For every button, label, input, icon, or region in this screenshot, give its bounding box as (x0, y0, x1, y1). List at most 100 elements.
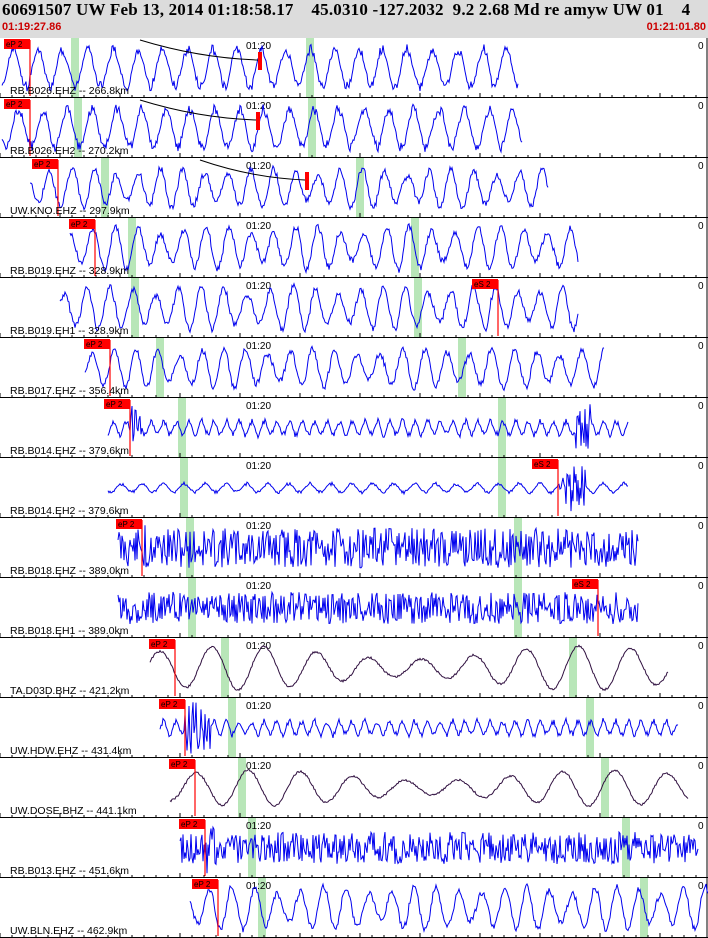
station-channel-label: RB.B026.EH2 -- 270.2km (10, 145, 129, 157)
phase-window-marker (356, 158, 364, 218)
phase-window-marker (458, 338, 466, 398)
phase-window-marker (228, 698, 236, 758)
trace-panel: 01:20 0 eS 2 RB.B019.EH1 -- 328.9km (0, 278, 708, 338)
trace-panel: 01:20 0 eP 2 RB.B026.EHZ -- 266.8km (0, 38, 708, 98)
minute-tick-label: 01:20 (246, 281, 271, 292)
s-pick-label: eS 2 (534, 460, 551, 469)
trace-panel: 01:20 0 eP 2 RB.B017.EHZ -- 356.4km (0, 338, 708, 398)
p-pick-label: eP 2 (118, 520, 135, 529)
minute-tick-label: 01:20 (246, 41, 271, 52)
minute-tick-label: 01:20 (246, 881, 271, 892)
trace-panel: 01:20 0 eP 2 UW.KNO.EHZ -- 297.9km (0, 158, 708, 218)
event-header: 60691507 UW Feb 13, 2014 01:18:58.17 45.… (0, 0, 708, 38)
waveform-trace (149, 644, 669, 692)
phase-window-marker (569, 638, 577, 698)
waveform-trace (159, 702, 679, 754)
p-pick-flag[interactable] (192, 879, 218, 889)
phase-window-marker (156, 338, 164, 398)
station-channel-label: RB.B014.EH2 -- 379.6km (10, 505, 129, 517)
p-pick-flag[interactable] (104, 399, 130, 409)
p-pick-label: eP 2 (181, 820, 198, 829)
zero-amplitude-label: 0 (698, 701, 704, 712)
p-pick-flag[interactable] (4, 99, 30, 109)
waveform-trace (169, 768, 689, 808)
travel-time-curve (199, 159, 306, 181)
station-channel-label: RB.B019.EHZ -- 328.9km (10, 265, 129, 277)
window-end-time: 01:21:01.80 (646, 21, 706, 33)
station-channel-label: RB.B019.EH1 -- 328.9km (10, 325, 129, 337)
trace-panel: 01:20 0 eP 2 RB.B014.EHZ -- 379.6km (0, 398, 708, 458)
minute-tick-label: 01:20 (246, 401, 271, 412)
p-pick-flag[interactable] (169, 759, 195, 769)
p-pick-flag[interactable] (179, 819, 205, 829)
station-channel-label: RB.B014.EHZ -- 379.6km (10, 445, 129, 457)
s-pick-flag[interactable] (472, 279, 498, 289)
zero-amplitude-label: 0 (698, 641, 704, 652)
p-pick-flag[interactable] (4, 39, 30, 49)
zero-amplitude-label: 0 (698, 41, 704, 52)
p-pick-label: eP 2 (6, 40, 23, 49)
waveform-trace (117, 525, 639, 569)
minute-tick-label: 01:20 (246, 821, 271, 832)
zero-amplitude-label: 0 (698, 761, 704, 772)
p-pick-flag[interactable] (84, 339, 110, 349)
phase-window-marker (178, 398, 186, 458)
waveform-trace (59, 282, 579, 334)
p-pick-flag[interactable] (116, 519, 142, 529)
trace-panel: 01:20 0 eS 2 RB.B018.EH1 -- 389.0km (0, 578, 708, 638)
p-pick-label: eP 2 (106, 400, 123, 409)
phase-window-marker (640, 878, 648, 938)
p-pick-label: eP 2 (34, 160, 51, 169)
s-pick-label: eS 2 (474, 280, 491, 289)
trace-panel: 01:20 0 eP 2 UW.HDW.EHZ -- 431.4km (0, 698, 708, 758)
zero-amplitude-label: 0 (698, 161, 704, 172)
phase-window-marker (586, 698, 594, 758)
waveform-trace (69, 222, 579, 275)
zero-amplitude-label: 0 (698, 461, 704, 472)
p-pick-flag[interactable] (159, 699, 185, 709)
p-pick-label: eP 2 (171, 760, 188, 769)
zero-amplitude-label: 0 (698, 401, 704, 412)
s-pick-flag[interactable] (572, 579, 598, 589)
minute-tick-label: 01:20 (246, 641, 271, 652)
p-pick-label: eP 2 (194, 880, 211, 889)
waveform-trace (1, 43, 519, 92)
zero-amplitude-label: 0 (698, 581, 704, 592)
phase-window-marker (601, 758, 609, 818)
p-pick-flag[interactable] (32, 159, 58, 169)
p-pick-label: eP 2 (6, 100, 23, 109)
waveform-trace (107, 404, 629, 449)
trace-panel: 01:20 0 eP 2 UW.DOSE.BHZ -- 441.1km (0, 758, 708, 818)
p-pick-label: eP 2 (161, 700, 178, 709)
minute-tick-label: 01:20 (246, 761, 271, 772)
minute-tick-label: 01:20 (246, 461, 271, 472)
p-pick-flag[interactable] (69, 219, 95, 229)
travel-time-curve (139, 99, 257, 121)
phase-window-marker (308, 98, 316, 158)
phase-window-marker (306, 38, 314, 98)
zero-amplitude-label: 0 (698, 821, 704, 832)
waveform-trace (189, 882, 708, 933)
p-pick-label: eP 2 (86, 340, 103, 349)
phase-window-marker (188, 578, 196, 638)
phase-window-marker (180, 458, 188, 518)
predicted-arrival-marker (258, 52, 262, 70)
phase-window-marker (498, 398, 506, 458)
station-channel-label: RB.B018.EHZ -- 389.0km (10, 565, 129, 577)
predicted-arrival-marker (305, 172, 309, 190)
s-pick-flag[interactable] (532, 459, 558, 469)
trace-panel: 01:20 0 eP 2 TA.D03D.BHZ -- 421.2km (0, 638, 708, 698)
waveform-trace (30, 164, 549, 211)
station-channel-label: RB.B013.EHZ -- 451.6km (10, 865, 129, 877)
phase-window-marker (131, 278, 139, 338)
minute-tick-label: 01:20 (246, 221, 271, 232)
p-pick-flag[interactable] (149, 639, 175, 649)
minute-tick-label: 01:20 (246, 101, 271, 112)
minute-tick-label: 01:20 (246, 521, 271, 532)
trace-panel: 01:20 0 eP 2 RB.B019.EHZ -- 328.9km (0, 218, 708, 278)
station-channel-label: UW.HDW.EHZ -- 431.4km (10, 745, 132, 757)
station-channel-label: RB.B026.EHZ -- 266.8km (10, 85, 129, 97)
minute-tick-label: 01:20 (246, 161, 271, 172)
waveform-trace (84, 345, 605, 392)
zero-amplitude-label: 0 (698, 341, 704, 352)
